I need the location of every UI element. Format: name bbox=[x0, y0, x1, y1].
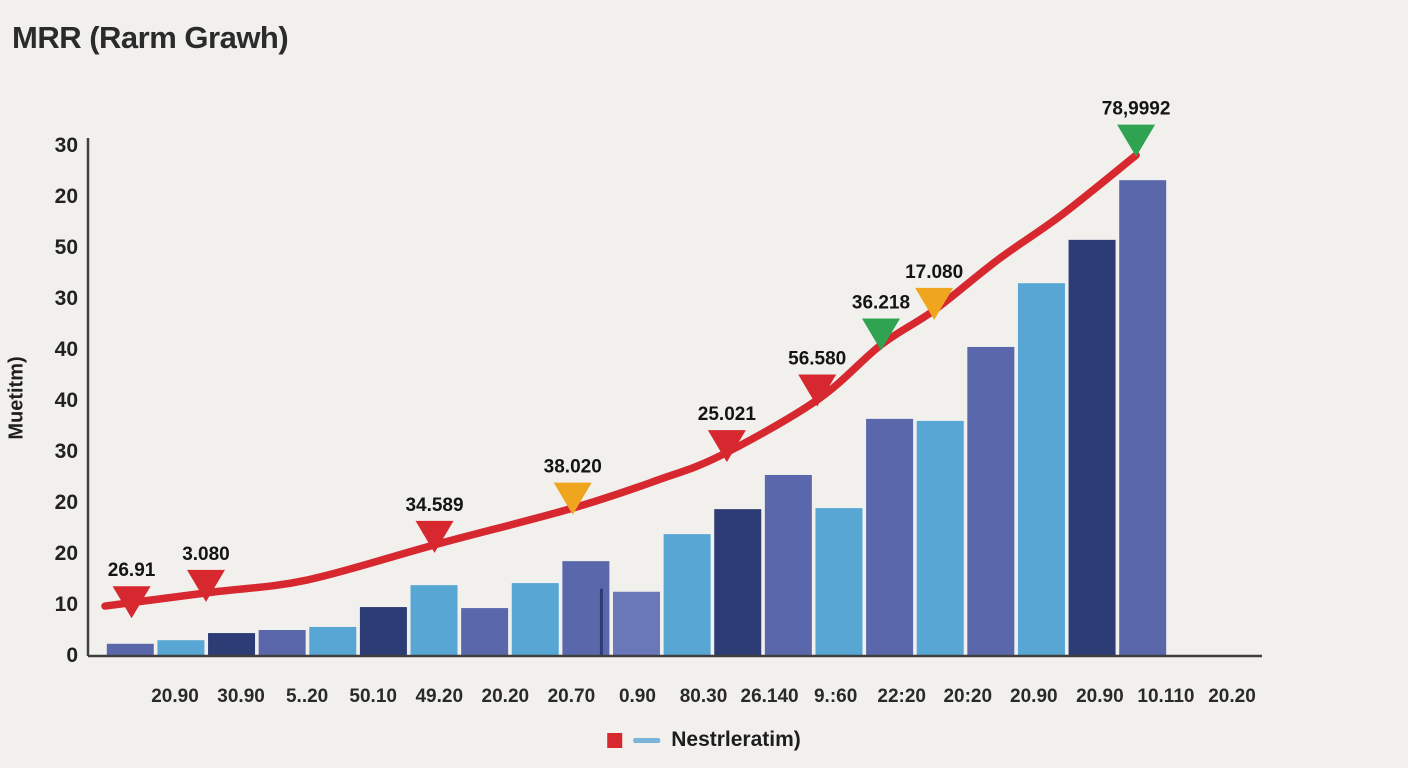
y-tick-label: 50 bbox=[55, 236, 78, 259]
x-tick-label: 20.90 bbox=[1010, 686, 1058, 707]
x-tick-label: 20.90 bbox=[151, 686, 199, 707]
y-tick-label: 30 bbox=[55, 134, 78, 157]
bar bbox=[410, 585, 458, 655]
bar bbox=[714, 509, 762, 655]
legend-red-square-icon bbox=[607, 732, 623, 748]
trend-marker-icon bbox=[861, 318, 900, 351]
x-tick-label: 80.30 bbox=[680, 686, 728, 707]
marker-value-label: 17.080 bbox=[905, 262, 963, 283]
trend-marker-icon bbox=[1117, 124, 1156, 157]
x-tick-label: 30.90 bbox=[217, 686, 265, 707]
marker-value-label: 56.580 bbox=[788, 349, 846, 370]
bar bbox=[967, 346, 1015, 655]
bar bbox=[461, 608, 509, 655]
bar bbox=[106, 643, 154, 655]
bar bbox=[511, 583, 559, 655]
bar bbox=[157, 640, 205, 655]
legend: Nestrleratim) bbox=[607, 728, 801, 752]
x-tick-label: 20.90 bbox=[1076, 686, 1124, 707]
trend-marker-icon bbox=[707, 430, 746, 463]
y-tick-label: 30 bbox=[55, 440, 78, 463]
bar bbox=[258, 630, 306, 655]
y-tick-label: 0 bbox=[66, 644, 78, 667]
trend-line bbox=[101, 151, 1140, 610]
stray-vertical-line bbox=[599, 588, 603, 655]
marker-value-label: 34.589 bbox=[405, 495, 463, 516]
x-tick-label: 50.10 bbox=[349, 686, 397, 707]
x-tick-label: 22:20 bbox=[877, 686, 926, 707]
bar bbox=[866, 418, 914, 655]
trend-marker-icon bbox=[915, 287, 954, 320]
y-tick-label: 40 bbox=[55, 389, 78, 412]
trend-marker-icon bbox=[798, 374, 837, 407]
y-tick-label: 20 bbox=[55, 185, 78, 208]
x-tick-label: 20.70 bbox=[548, 686, 596, 707]
bar bbox=[1017, 283, 1065, 655]
trend-marker-icon bbox=[553, 482, 592, 515]
legend-label: Nestrleratim) bbox=[671, 728, 801, 751]
bar bbox=[916, 420, 964, 655]
x-tick-label: 49.20 bbox=[415, 686, 463, 707]
y-tick-label: 20 bbox=[55, 542, 78, 565]
trend-marker-icon bbox=[112, 586, 151, 619]
y-tick-label: 40 bbox=[55, 338, 78, 361]
legend-blue-dash-icon bbox=[633, 737, 661, 743]
x-tick-label: 20.20 bbox=[482, 686, 530, 707]
x-tick-label: 20.20 bbox=[1208, 686, 1256, 707]
bar bbox=[1119, 180, 1167, 655]
marker-value-label: 26.91 bbox=[108, 560, 156, 581]
bar bbox=[663, 534, 711, 655]
y-tick-label: 10 bbox=[55, 593, 78, 616]
bar bbox=[1068, 239, 1116, 656]
y-tick-label: 20 bbox=[55, 491, 78, 514]
chart-title: MRR (Rarm Grawh) bbox=[12, 20, 289, 55]
marker-value-label: 3.080 bbox=[182, 544, 230, 565]
marker-value-label: 25.021 bbox=[698, 404, 757, 425]
trend-marker-icon bbox=[415, 520, 454, 553]
marker-value-label: 38.020 bbox=[544, 457, 602, 478]
x-tick-label: 20:20 bbox=[943, 686, 992, 707]
bar bbox=[815, 508, 863, 655]
marker-value-label: 78,9992 bbox=[1102, 99, 1171, 120]
x-tick-label: 10.110 bbox=[1137, 686, 1194, 707]
marker-value-label: 36.218 bbox=[852, 292, 910, 313]
x-tick-label: 26.140 bbox=[741, 686, 799, 707]
bar bbox=[309, 626, 357, 655]
x-tick-label: 0.90 bbox=[619, 686, 656, 707]
bar bbox=[613, 591, 660, 655]
trend-marker-icon bbox=[186, 569, 225, 602]
y-tick-label: 30 bbox=[55, 287, 78, 310]
bar bbox=[764, 474, 812, 655]
bar bbox=[359, 607, 407, 655]
x-tick-label: 9.:60 bbox=[814, 686, 857, 707]
x-tick-label: 5..20 bbox=[286, 686, 328, 707]
bar bbox=[208, 633, 256, 655]
